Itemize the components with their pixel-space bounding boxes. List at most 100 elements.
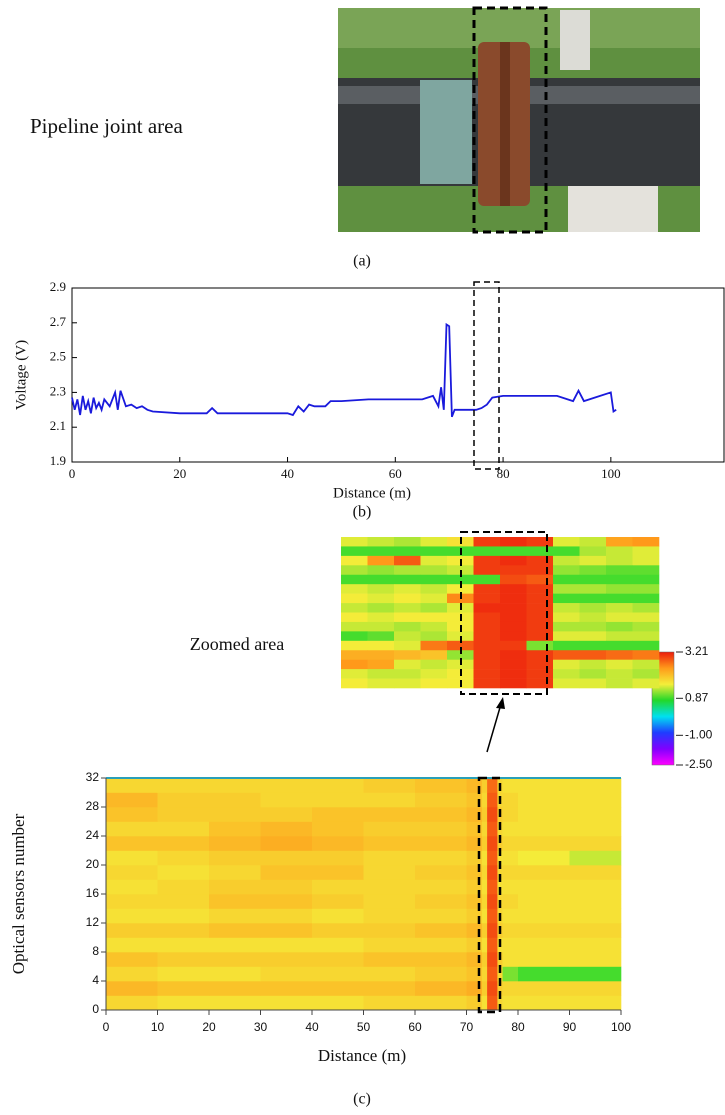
heat-cell	[363, 995, 416, 1011]
highlight-box	[460, 531, 548, 695]
zoom-cell	[606, 678, 633, 689]
zoom-cell	[420, 678, 448, 689]
zoom-cell	[394, 546, 421, 557]
heat-cell	[260, 894, 313, 909]
heat-cell	[502, 923, 519, 938]
y-tick-label: 24	[86, 828, 100, 842]
zoom-cell	[394, 603, 421, 613]
highlight-box	[472, 6, 548, 234]
heat-cell	[157, 865, 210, 880]
zoom-cell	[526, 650, 554, 660]
zoom-cell	[526, 537, 554, 547]
zoom-cell	[367, 612, 395, 623]
zoom-cell	[367, 631, 395, 642]
zoom-cell	[632, 584, 660, 594]
heat-cell	[502, 981, 519, 996]
heat-cell	[415, 778, 467, 793]
zoom-cell	[420, 669, 448, 679]
zoom-cell	[447, 584, 474, 594]
heat-cell	[106, 908, 158, 924]
heat-cell	[312, 908, 364, 924]
heat-cell	[312, 937, 364, 953]
heat-cell	[569, 778, 622, 793]
heat-cell	[487, 879, 498, 895]
zoom-cell	[341, 546, 368, 557]
zoom-cell	[341, 537, 368, 547]
heat-cell	[497, 836, 503, 851]
zoom-cell	[553, 546, 580, 557]
heat-cell	[209, 908, 261, 924]
zoom-cell	[606, 574, 633, 585]
y-tick-label: 32	[86, 770, 100, 784]
heat-cell	[312, 952, 364, 967]
heat-cell	[415, 807, 467, 822]
x-tick-label: 40	[305, 1020, 319, 1034]
zoom-cell	[606, 612, 633, 623]
zoom-cell	[579, 565, 607, 576]
heat-cell	[312, 850, 364, 866]
heat-cell	[481, 894, 488, 909]
heat-cell	[363, 850, 416, 866]
heat-cell	[363, 923, 416, 938]
heat-cell	[209, 981, 261, 996]
heat-cell	[481, 908, 488, 924]
heat-cell	[312, 836, 364, 851]
zoom-cell	[579, 678, 607, 689]
zoom-cell	[526, 612, 554, 623]
heat-cell	[209, 807, 261, 822]
heat-cell	[157, 937, 210, 953]
zoom-cell	[632, 659, 660, 670]
heat-cell	[487, 981, 498, 996]
zoom-cell	[579, 669, 607, 679]
zoom-cell	[341, 650, 368, 660]
heat-cell	[106, 966, 158, 982]
zoom-cell	[526, 555, 554, 566]
heat-cell	[363, 981, 416, 996]
zoom-cell	[579, 650, 607, 660]
y-tick-label: 1.9	[50, 453, 66, 468]
zoom-cell	[553, 631, 580, 642]
heat-cell	[312, 807, 364, 822]
heat-cell	[569, 807, 622, 822]
zoom-cell	[473, 650, 501, 660]
heat-cell	[487, 836, 498, 851]
heat-cell	[518, 995, 570, 1011]
zoom-title: Zoomed area	[190, 634, 284, 654]
zoom-cell	[579, 555, 607, 566]
heat-cell	[312, 865, 364, 880]
x-tick-label: 80	[511, 1020, 525, 1034]
zoom-cell	[341, 612, 368, 623]
zoom-cell	[473, 565, 501, 576]
zoom-cell	[632, 669, 660, 679]
heat-cell	[487, 995, 498, 1011]
zoom-cell	[526, 621, 554, 632]
heat-cell	[518, 952, 570, 967]
zoom-cell	[606, 537, 633, 547]
heat-cell	[312, 995, 364, 1011]
zoom-cell	[420, 546, 448, 557]
heat-cell	[481, 850, 488, 866]
heat-cell	[502, 821, 519, 837]
heat-cell	[502, 937, 519, 953]
heat-cell	[209, 836, 261, 851]
heat-cell	[260, 908, 313, 924]
heat-cell	[502, 879, 519, 895]
heat-cell	[209, 778, 261, 793]
zoom-cell	[473, 546, 501, 557]
y-tick-label: 2.3	[50, 383, 66, 398]
heat-cell	[487, 937, 498, 953]
heat-cell	[157, 792, 210, 808]
zoom-cell	[367, 621, 395, 632]
heat-cell	[518, 850, 570, 866]
heat-cell	[363, 807, 416, 822]
zoom-cell	[473, 659, 501, 670]
heat-cell	[415, 792, 467, 808]
heat-cell	[157, 821, 210, 837]
zoom-cell	[553, 678, 580, 689]
post	[560, 10, 590, 70]
pipe-wrap	[420, 80, 472, 184]
zoom-cell	[579, 546, 607, 557]
zoom-cell	[606, 555, 633, 566]
heat-cell	[209, 995, 261, 1011]
x-tick-label: 30	[254, 1020, 268, 1034]
